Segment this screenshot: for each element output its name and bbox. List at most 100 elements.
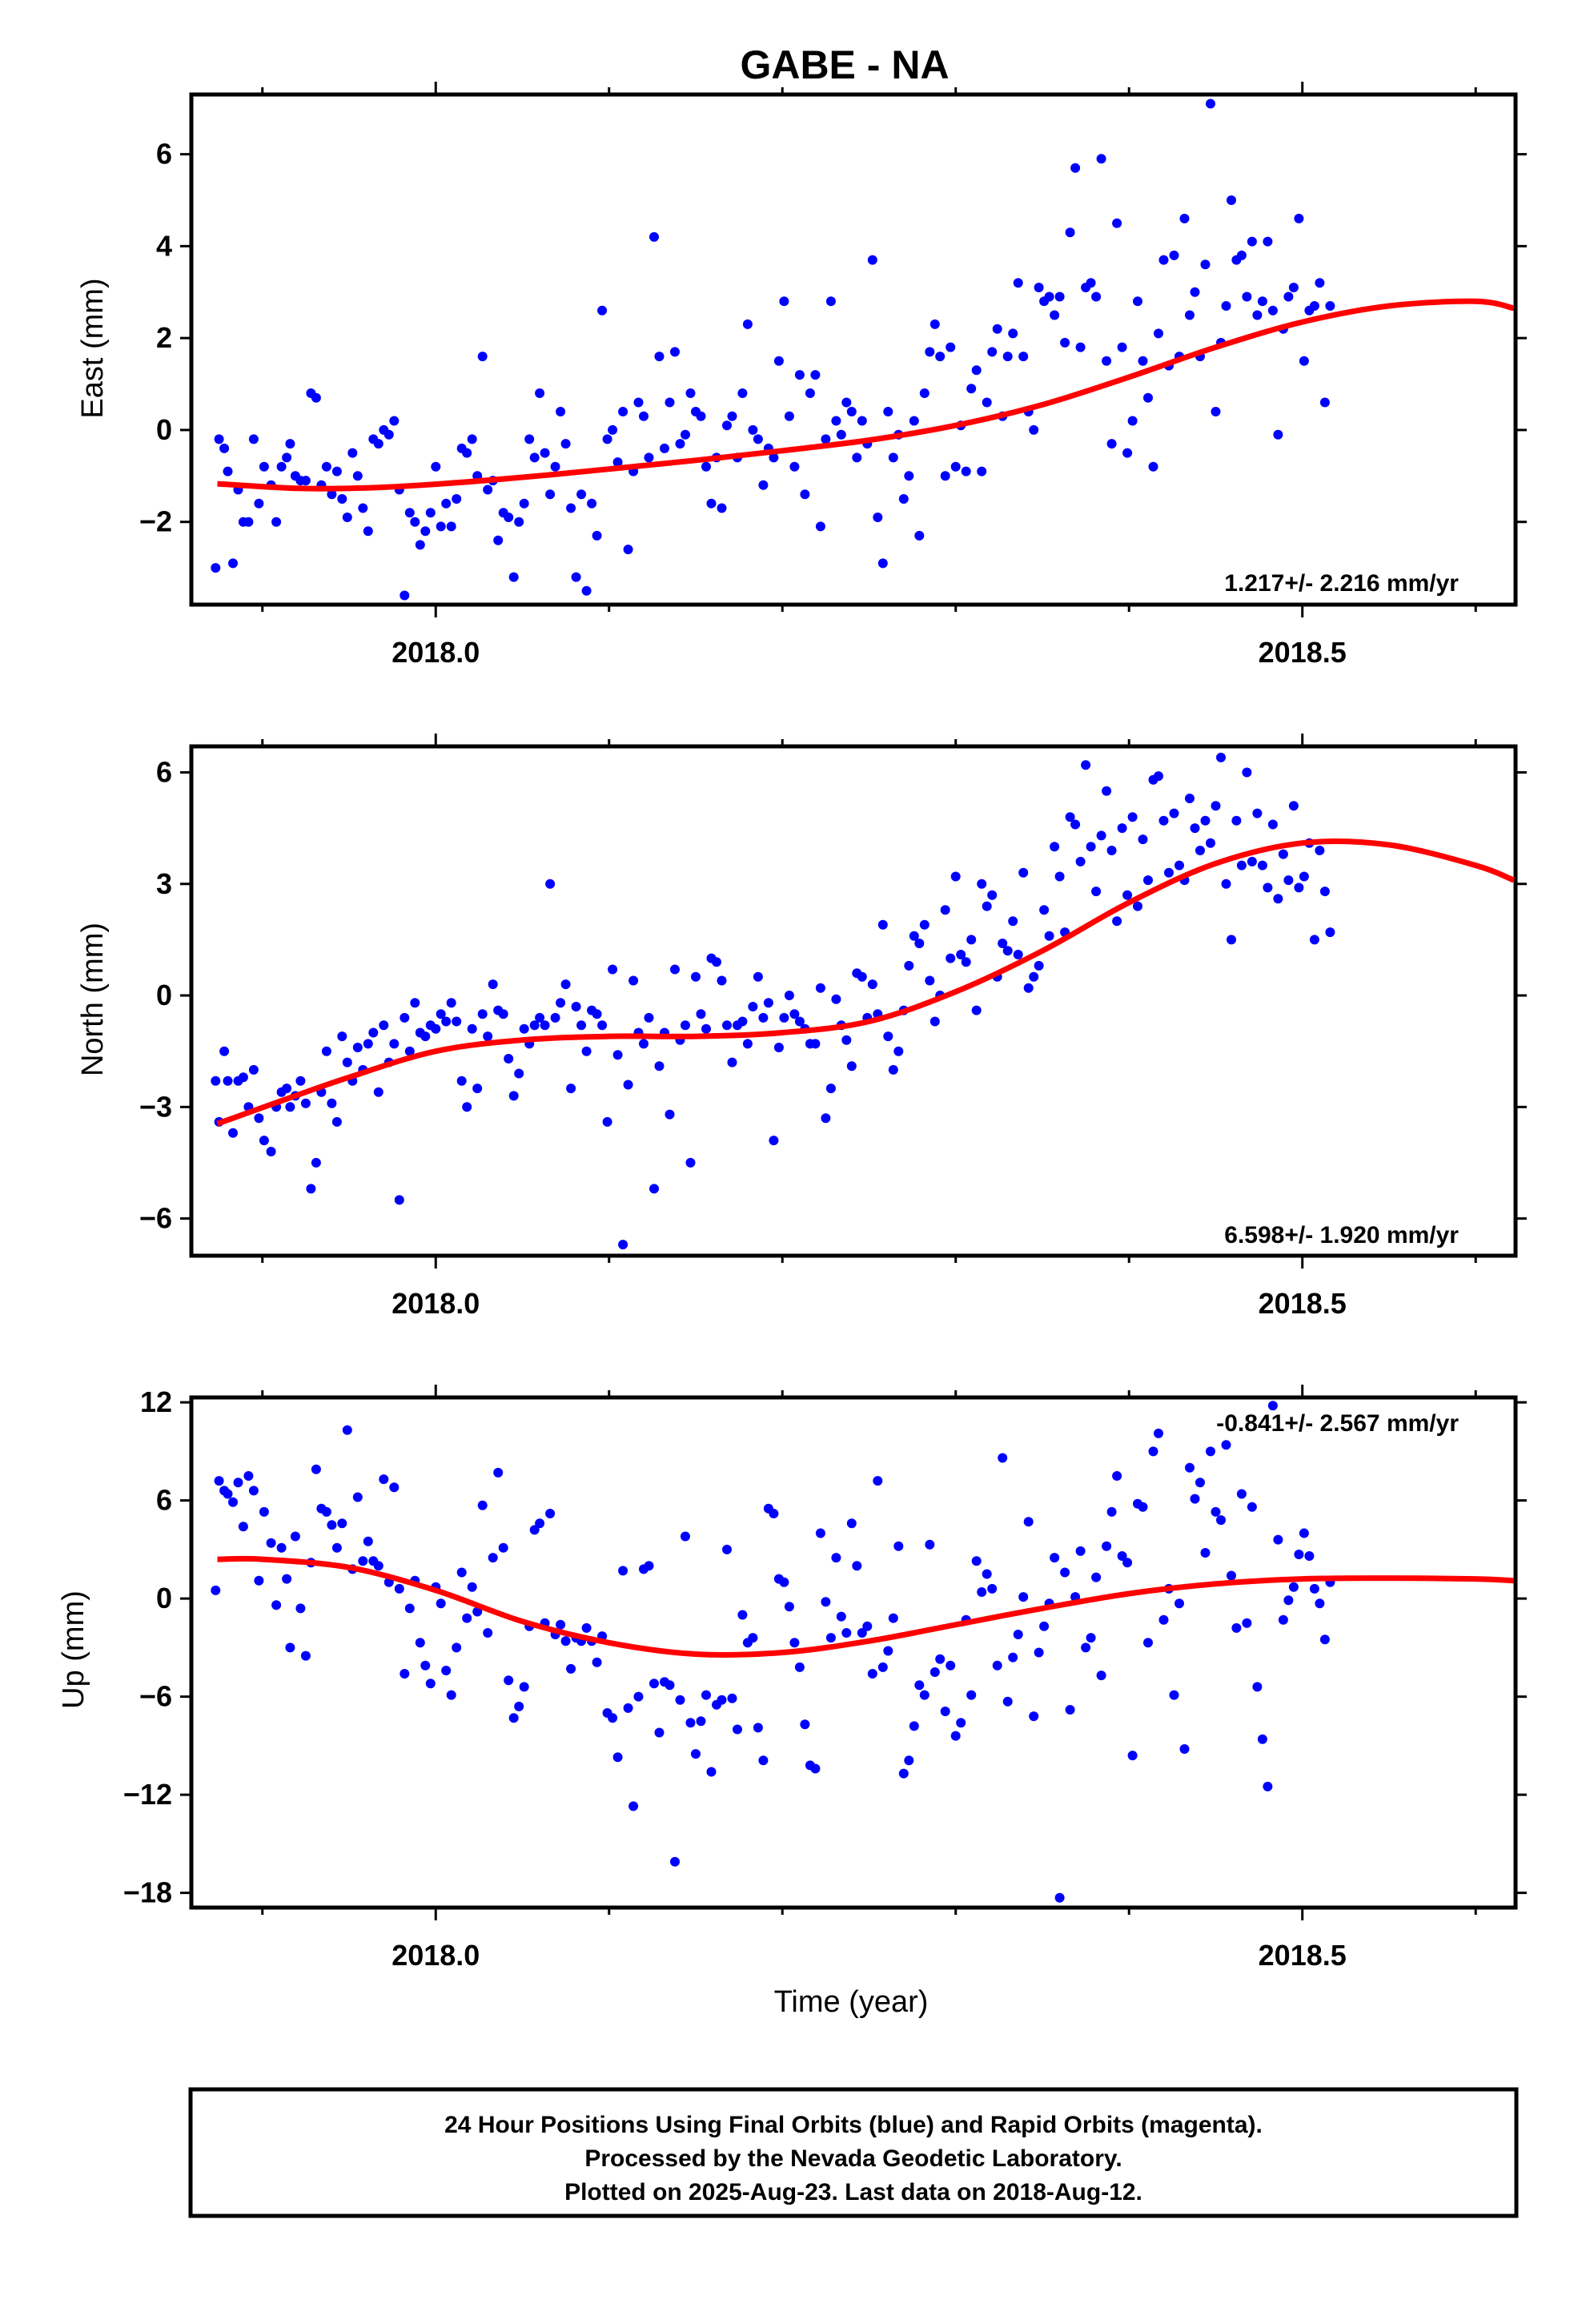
north-data-point (1091, 887, 1102, 897)
east-data-point (504, 513, 514, 522)
north-data-point (769, 1136, 779, 1146)
east-data-point (670, 347, 680, 357)
north-data-point (540, 1020, 550, 1031)
north-data-point (1288, 801, 1299, 811)
east-data-point (1267, 305, 1278, 316)
up-data-point (888, 1613, 898, 1623)
north-data-point (888, 1064, 898, 1075)
north-data-point (681, 1020, 690, 1031)
north-data-point (1106, 846, 1117, 855)
up-data-point (821, 1597, 831, 1607)
up-data-point (1231, 1622, 1242, 1633)
east-data-point (1257, 296, 1267, 307)
east-data-point (1008, 328, 1018, 339)
east-data-point (571, 572, 581, 582)
north-data-point (238, 1072, 248, 1083)
north-data-point (556, 998, 566, 1008)
north-panel: North (mm) −6 −3 0 3 6 2018.0 2018.5 6.598+/- 1… (76, 734, 1527, 1320)
up-data-point (1200, 1548, 1211, 1558)
east-panel: East (mm) −2 0 2 4 6 2018.0 2018.5 1.217+/- 2.2… (76, 82, 1527, 669)
north-data-point (504, 1054, 514, 1063)
up-data-point (1008, 1652, 1018, 1663)
up-data-point (831, 1553, 841, 1563)
up-data-point (285, 1642, 295, 1653)
up-data-point (1138, 1502, 1148, 1512)
east-data-point (1086, 278, 1096, 288)
north-data-point (753, 971, 763, 982)
north-data-point (696, 1009, 706, 1019)
x-axis-label: Time (year) (774, 1985, 929, 2019)
east-data-point (701, 461, 711, 472)
up-data-point (1227, 1570, 1236, 1581)
up-data-point (1283, 1595, 1294, 1606)
up-data-point (1169, 1690, 1179, 1700)
east-data-point (1148, 461, 1158, 472)
up-data-point (327, 1520, 337, 1530)
north-data-point (248, 1064, 259, 1075)
east-data-point (888, 452, 898, 463)
east-data-point (1138, 356, 1148, 366)
up-data-point (446, 1690, 456, 1700)
east-data-point (831, 416, 841, 426)
up-data-point (1143, 1638, 1153, 1648)
north-data-point (846, 1061, 857, 1072)
east-data-point (633, 397, 644, 408)
north-data-point (1002, 946, 1013, 956)
up-data-point (904, 1755, 914, 1766)
up-data-point (529, 1525, 540, 1535)
up-data-point (566, 1663, 576, 1674)
east-data-point (519, 498, 529, 509)
north-data-point (1227, 935, 1236, 945)
up-x-tick-label: 2018.5 (1259, 1939, 1347, 1972)
north-x-tick-label: 2018.0 (391, 1287, 480, 1320)
north-data-point (779, 1012, 789, 1023)
up-data-point (753, 1723, 763, 1733)
up-points (211, 1401, 1335, 1903)
east-data-point (415, 540, 425, 550)
east-data-point (1065, 227, 1075, 238)
east-data-point (431, 461, 441, 472)
up-data-point (363, 1536, 373, 1546)
east-data-point (219, 443, 230, 453)
east-data-point (919, 388, 930, 398)
east-data-point (1315, 278, 1325, 288)
north-data-point (1190, 823, 1200, 834)
up-data-point (1081, 1642, 1091, 1653)
north-data-point (420, 1031, 431, 1042)
north-data-point (665, 1109, 675, 1120)
up-y-tick-label: −6 (139, 1680, 172, 1713)
north-data-point (400, 1012, 410, 1023)
east-data-point (254, 498, 264, 509)
east-data-point (597, 305, 608, 316)
east-data-point (681, 429, 690, 440)
up-data-point (581, 1622, 592, 1633)
north-data-point (1257, 860, 1267, 870)
up-data-point (271, 1600, 282, 1610)
up-data-point (1050, 1553, 1060, 1563)
up-data-point (1190, 1494, 1200, 1504)
east-data-point (898, 494, 909, 504)
east-data-point (1263, 236, 1273, 247)
east-data-point (665, 397, 675, 408)
east-data-point (612, 457, 623, 468)
east-data-point (545, 489, 556, 500)
up-data-point (618, 1566, 628, 1576)
east-data-point (794, 370, 805, 380)
north-data-point (431, 1023, 441, 1034)
east-data-point (477, 352, 488, 362)
north-data-point (1044, 931, 1054, 941)
up-data-point (1154, 1428, 1163, 1438)
up-data-point (654, 1727, 665, 1738)
north-data-point (784, 991, 794, 1000)
north-data-point (1216, 752, 1226, 762)
up-data-point (925, 1539, 935, 1550)
up-data-point (456, 1567, 467, 1578)
east-data-point (446, 521, 456, 532)
up-data-point (701, 1690, 711, 1700)
north-data-point (940, 905, 950, 915)
east-x-tick-label: 2018.0 (391, 636, 480, 669)
east-data-point (363, 526, 373, 537)
east-y-tick-label: 6 (156, 138, 172, 171)
east-data-point (706, 498, 717, 509)
north-data-point (717, 975, 727, 986)
